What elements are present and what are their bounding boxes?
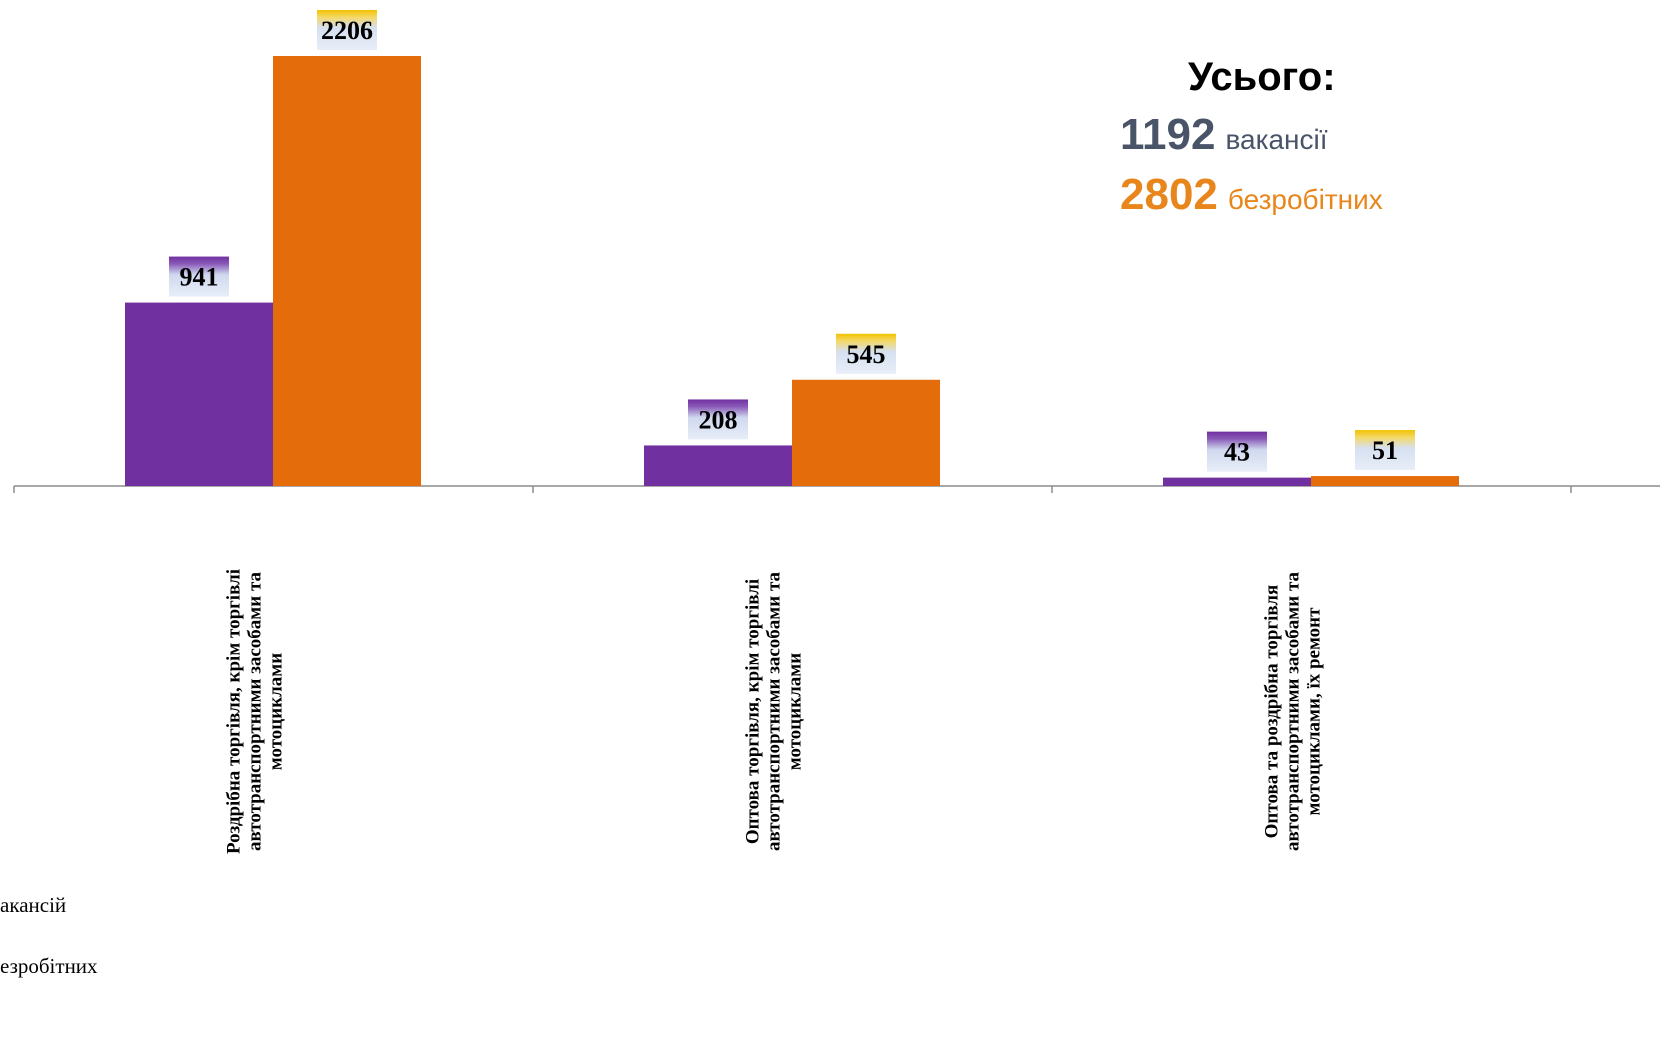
data-label: 545	[847, 340, 886, 369]
totals-vacancies-row: 1192 вакансії	[1120, 110, 1383, 160]
data-label-box	[688, 399, 748, 440]
data-label: 2206	[321, 16, 373, 45]
category-label-line: мотоциклами, їх ремонт	[1303, 607, 1324, 815]
data-label: 43	[1224, 438, 1250, 467]
category-label-line: автотранспортними засобами та	[1282, 571, 1303, 851]
data-label-box	[1207, 431, 1267, 472]
category-label-line: мотоциклами	[784, 652, 805, 770]
totals-panel: Усього: 1192 вакансії 2802 безробітних	[1120, 55, 1383, 220]
category-label-line: Роздрібна торгівля, крім торгівлі	[223, 568, 244, 854]
totals-title: Усього:	[1188, 55, 1336, 99]
data-label: 941	[180, 263, 219, 292]
data-label: 208	[699, 405, 738, 434]
category-label-line: автотранспортними засобами та	[763, 571, 784, 851]
category-label-1: Оптова торгівля, крім торгівлі автотрансп…	[742, 501, 809, 921]
data-label-box	[317, 10, 377, 50]
bar-unemployed-1	[792, 379, 940, 486]
totals-unemployed-word: безробітних	[1227, 184, 1383, 215]
totals-vacancies-word: вакансії	[1225, 124, 1328, 155]
bar-vacancies-2	[1163, 477, 1311, 486]
category-label-line: автотранспортними засобами та	[244, 571, 265, 851]
data-label-box	[1355, 430, 1415, 471]
totals-unemployed-row: 2802 безробітних	[1120, 170, 1383, 220]
legend-item-vacancies: акансій	[0, 893, 67, 917]
category-label-0: Роздрібна торгівля, крім торгівлі автотра…	[223, 501, 290, 921]
totals-unemployed-value: 2802	[1120, 170, 1218, 219]
bar-unemployed-0	[273, 56, 421, 486]
bar-vacancies-1	[644, 445, 792, 486]
data-label-box	[836, 333, 896, 374]
legend-item-unemployed: езробітних	[0, 954, 98, 978]
category-label-line: Оптова торгівля, крім торгівлі	[742, 578, 763, 844]
totals-vacancies-value: 1192	[1120, 110, 1216, 159]
data-label-box	[169, 256, 229, 297]
bar-vacancies-0	[125, 302, 273, 486]
category-label-line: Оптова та роздрібна торгівля	[1261, 584, 1282, 838]
category-label-2: Оптова та роздрібна торгівля автотранспор…	[1261, 501, 1328, 921]
bar-unemployed-2	[1311, 476, 1459, 486]
data-label: 51	[1372, 436, 1398, 465]
category-label-line: мотоциклами	[265, 652, 286, 770]
